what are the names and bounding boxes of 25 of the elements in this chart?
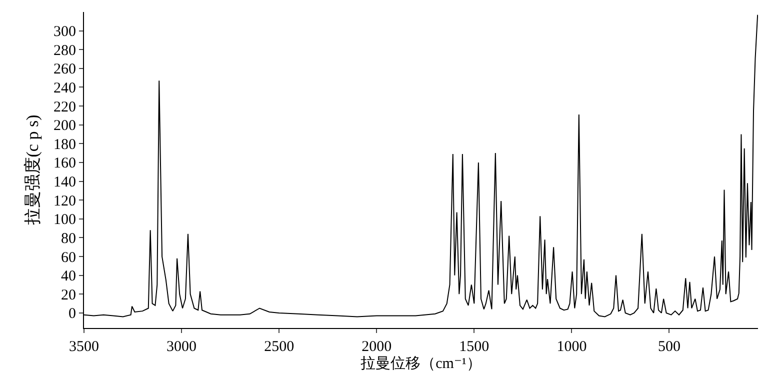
- y-tick-label: 20: [61, 287, 76, 304]
- y-tick-label: 40: [61, 268, 76, 285]
- x-tick-label: 1500: [459, 339, 490, 355]
- y-tick-label: 120: [54, 193, 76, 210]
- x-tick-label: 1000: [556, 339, 587, 355]
- y-tick-label: 100: [54, 212, 76, 228]
- x-tick-label: 2000: [362, 339, 392, 355]
- y-tick-label: 180: [54, 136, 76, 153]
- y-tick-label: 220: [54, 99, 76, 116]
- y-tick-label: 140: [54, 174, 76, 191]
- x-tick-label: 3500: [69, 339, 99, 355]
- y-tick-label: 80: [61, 230, 76, 247]
- y-tick-label: 300: [54, 24, 76, 40]
- y-tick-label: 160: [54, 156, 76, 172]
- x-tick-label: 2500: [264, 339, 294, 355]
- x-tick-label: 500: [658, 339, 680, 355]
- y-tick-label: 60: [61, 250, 76, 266]
- x-axis-title: 拉曼位移（cm⁻¹）: [360, 355, 482, 372]
- y-tick-label: 240: [54, 80, 76, 96]
- y-tick-label: 280: [54, 42, 76, 59]
- y-tick-label: 260: [54, 62, 76, 78]
- y-tick-label: 200: [54, 118, 76, 134]
- y-axis-title: 拉曼强度(c p s): [23, 114, 42, 226]
- y-tick-label: 0: [68, 306, 76, 322]
- x-tick-label: 3000: [166, 339, 197, 355]
